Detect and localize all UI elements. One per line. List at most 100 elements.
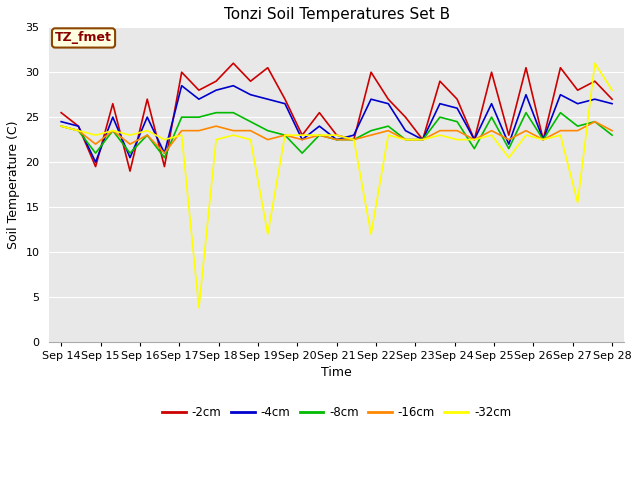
-2cm (126, 168, 134, 174)
-32cm (385, 132, 392, 138)
-8cm (436, 114, 444, 120)
-4cm (470, 137, 478, 143)
-32cm (419, 137, 426, 143)
-16cm (143, 132, 151, 138)
-8cm (333, 137, 340, 143)
Text: TZ_fmet: TZ_fmet (55, 31, 112, 45)
-16cm (58, 123, 65, 129)
-32cm (333, 132, 340, 138)
X-axis label: Time: Time (321, 366, 352, 380)
-2cm (92, 164, 99, 169)
-4cm (212, 87, 220, 93)
-4cm (74, 123, 82, 129)
-32cm (350, 137, 358, 143)
-16cm (557, 128, 564, 133)
-32cm (264, 231, 271, 237)
-16cm (453, 128, 461, 133)
-4cm (453, 105, 461, 111)
-4cm (178, 83, 186, 89)
-16cm (367, 132, 375, 138)
-32cm (230, 132, 237, 138)
-2cm (557, 65, 564, 71)
-8cm (488, 114, 495, 120)
-2cm (281, 96, 289, 102)
Line: -2cm: -2cm (61, 63, 612, 171)
-2cm (212, 78, 220, 84)
-4cm (161, 150, 168, 156)
-16cm (419, 137, 426, 143)
-4cm (540, 137, 547, 143)
-16cm (178, 128, 186, 133)
-16cm (385, 128, 392, 133)
-2cm (58, 110, 65, 116)
-4cm (281, 101, 289, 107)
-32cm (246, 137, 254, 143)
-32cm (316, 132, 323, 138)
-4cm (367, 96, 375, 102)
-32cm (195, 305, 203, 311)
-8cm (246, 119, 254, 124)
Line: -8cm: -8cm (61, 113, 612, 157)
-32cm (591, 60, 598, 66)
-2cm (522, 65, 530, 71)
-32cm (574, 200, 582, 205)
-4cm (505, 141, 513, 147)
-2cm (298, 132, 306, 138)
-4cm (109, 114, 116, 120)
-16cm (333, 137, 340, 143)
-2cm (246, 78, 254, 84)
-16cm (281, 132, 289, 138)
-8cm (178, 114, 186, 120)
-8cm (230, 110, 237, 116)
-32cm (488, 132, 495, 138)
-4cm (522, 92, 530, 97)
-16cm (608, 128, 616, 133)
-8cm (540, 137, 547, 143)
-2cm (367, 69, 375, 75)
-4cm (58, 119, 65, 124)
-8cm (367, 128, 375, 133)
-4cm (230, 83, 237, 89)
-4cm (264, 96, 271, 102)
-16cm (488, 128, 495, 133)
-32cm (402, 137, 410, 143)
-16cm (298, 137, 306, 143)
-4cm (557, 92, 564, 97)
-2cm (195, 87, 203, 93)
-32cm (212, 137, 220, 143)
-2cm (402, 114, 410, 120)
-8cm (402, 137, 410, 143)
-32cm (453, 137, 461, 143)
-4cm (333, 137, 340, 143)
-16cm (74, 128, 82, 133)
-2cm (574, 87, 582, 93)
-16cm (505, 137, 513, 143)
-16cm (470, 137, 478, 143)
-4cm (246, 92, 254, 97)
-2cm (74, 123, 82, 129)
-4cm (143, 114, 151, 120)
-16cm (161, 150, 168, 156)
-8cm (281, 132, 289, 138)
-16cm (264, 137, 271, 143)
-4cm (436, 101, 444, 107)
-4cm (350, 132, 358, 138)
-8cm (298, 150, 306, 156)
-2cm (178, 69, 186, 75)
-32cm (109, 128, 116, 133)
-16cm (522, 128, 530, 133)
-32cm (161, 137, 168, 143)
-2cm (109, 101, 116, 107)
-8cm (161, 155, 168, 160)
-16cm (230, 128, 237, 133)
-8cm (522, 110, 530, 116)
-2cm (591, 78, 598, 84)
-8cm (264, 128, 271, 133)
-8cm (419, 137, 426, 143)
-4cm (92, 159, 99, 165)
-32cm (470, 137, 478, 143)
-2cm (488, 69, 495, 75)
-32cm (505, 155, 513, 160)
-8cm (591, 119, 598, 124)
-2cm (505, 132, 513, 138)
